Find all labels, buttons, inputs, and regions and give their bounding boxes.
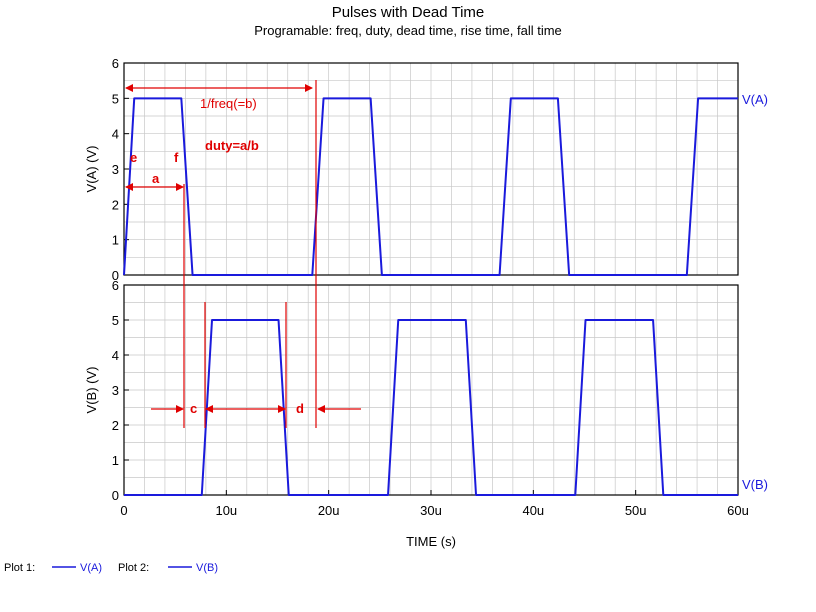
- x-tick-label: 30u: [420, 503, 442, 518]
- y-tick-label: 5: [112, 313, 119, 328]
- y-tick-label: 1: [112, 453, 119, 468]
- y-tick-label: 1: [112, 233, 119, 248]
- y-tick-label: 2: [112, 418, 119, 433]
- c-label: c: [190, 401, 197, 416]
- x-axis-label: TIME (s): [406, 534, 456, 549]
- x-tick-label: 60u: [727, 503, 749, 518]
- y-tick-label: 4: [112, 127, 119, 142]
- plot-2: 0 1 2 3 4 5 6 V(B) (V) 0 10u 20u 30u 40u 50u 60u TIME (…: [84, 278, 768, 549]
- legend-plot1-series: V(A): [80, 562, 102, 574]
- y-tick-label: 6: [112, 278, 119, 293]
- x-tick-label: 10u: [215, 503, 237, 518]
- y-axis-label: V(B) (V): [84, 367, 99, 414]
- period-label: 1/freq(=b): [200, 96, 257, 111]
- e-label: e: [130, 150, 137, 165]
- d-label: d: [296, 401, 304, 416]
- series-label: V(B): [742, 477, 768, 492]
- x-tick-label: 50u: [625, 503, 647, 518]
- a-label: a: [152, 171, 160, 186]
- x-tick-label: 40u: [522, 503, 544, 518]
- x-tick-label: 0: [120, 503, 127, 518]
- y-tick-label: 0: [112, 268, 119, 283]
- legend-plot2-label: Plot 2:: [118, 562, 149, 574]
- y-tick-label: 0: [112, 488, 119, 503]
- y-tick-label: 2: [112, 197, 119, 212]
- series-line-vb: [124, 319, 738, 496]
- legend-plot1-label: Plot 1:: [4, 562, 35, 574]
- chart-title: Pulses with Dead Time: [332, 4, 485, 21]
- y-tick-label: 3: [112, 162, 119, 177]
- chart-subtitle: Programable: freq, duty, dead time, rise…: [254, 23, 562, 38]
- plot-1: 0 1 2 3 4 5 6 V(A) (V) V(A): [84, 56, 768, 283]
- y-tick-label: 3: [112, 383, 119, 398]
- series-line-va: [123, 97, 738, 276]
- series-label: V(A): [742, 92, 768, 107]
- legend: Plot 1: V(A) Plot 2: V(B): [4, 562, 218, 574]
- y-tick-label: 6: [112, 56, 119, 71]
- annotations: 1/freq(=b) duty=a/b a e f c d: [125, 80, 361, 428]
- y-tick-label: 4: [112, 348, 119, 363]
- duty-label: duty=a/b: [205, 138, 259, 153]
- y-axis-label: V(A) (V): [84, 146, 99, 193]
- f-label: f: [174, 150, 179, 165]
- x-tick-label: 20u: [318, 503, 340, 518]
- y-tick-label: 5: [112, 91, 119, 106]
- legend-plot2-series: V(B): [196, 562, 218, 574]
